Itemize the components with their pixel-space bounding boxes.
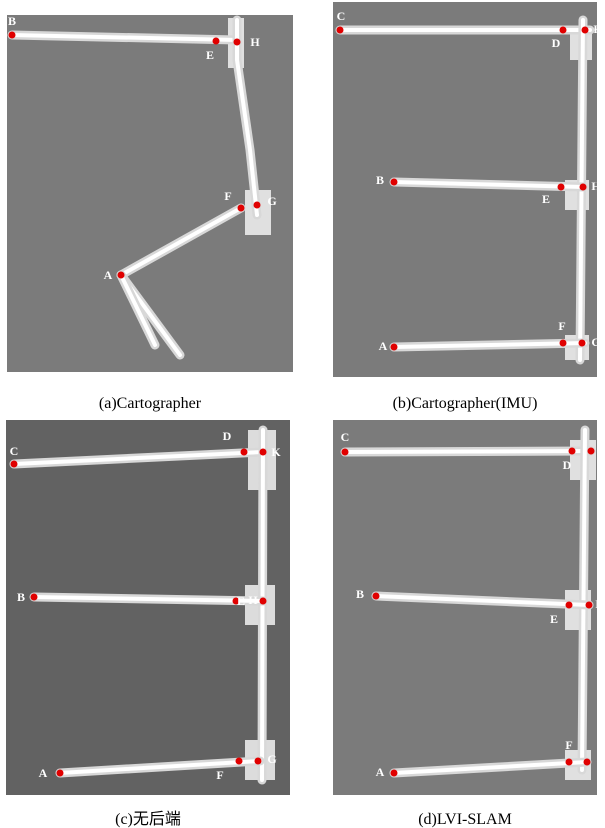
waypoint-label: F (216, 768, 223, 782)
waypoint (236, 758, 243, 765)
waypoint (9, 32, 16, 39)
waypoint-label: D (552, 36, 561, 50)
waypoint-label: E (542, 192, 550, 206)
waypoint-label: H (248, 593, 258, 607)
waypoint (342, 449, 349, 456)
waypoint-label: D (563, 458, 572, 472)
waypoint-label: K (271, 445, 281, 459)
waypoint (584, 759, 591, 766)
corridor-core (345, 451, 591, 452)
waypoint (337, 27, 344, 34)
figure: (a)Cartographer (b)Cartographer(IMU) (c)… (0, 0, 605, 828)
waypoint (254, 202, 261, 209)
caption: (a)Cartographer (99, 395, 202, 412)
waypoint-label: I (602, 443, 605, 457)
waypoint (560, 340, 567, 347)
waypoint-label: C (337, 9, 346, 23)
waypoint-label: A (379, 339, 388, 353)
waypoint (11, 461, 18, 468)
waypoint-label: G (596, 754, 605, 768)
waypoint (579, 340, 586, 347)
waypoint-label: G (591, 335, 600, 349)
waypoint (31, 594, 38, 601)
waypoint-label: C (10, 444, 19, 458)
waypoint (586, 602, 593, 609)
waypoint-label: F (224, 189, 231, 203)
waypoint (373, 593, 380, 600)
caption: (b)Cartographer(IMU) (393, 395, 538, 412)
waypoint-label: G (267, 194, 276, 208)
waypoint-label: E (237, 594, 245, 608)
waypoint-label: B (376, 173, 384, 187)
waypoint-label: E (550, 612, 558, 626)
caption: (c)无后端 (115, 810, 181, 828)
waypoint-label: H (250, 35, 260, 49)
waypoint-label: A (39, 766, 48, 780)
waypoint (260, 449, 267, 456)
waypoint (238, 205, 245, 212)
waypoint (391, 344, 398, 351)
waypoint (118, 272, 125, 279)
caption: (d)LVI-SLAM (418, 811, 512, 828)
waypoint-label: B (17, 590, 25, 604)
waypoint (588, 448, 595, 455)
waypoint (213, 38, 220, 45)
waypoint-label: E (206, 48, 214, 62)
waypoint-label: K (593, 22, 603, 36)
waypoint (255, 758, 262, 765)
waypoint (391, 770, 398, 777)
waypoint-label: B (356, 587, 364, 601)
waypoint (582, 27, 589, 34)
waypoint-label: A (104, 268, 113, 282)
waypoint-label: H (595, 597, 605, 611)
waypoint-label: F (558, 319, 565, 333)
waypoint (260, 598, 267, 605)
waypoint-label: G (267, 752, 276, 766)
waypoint-label: H (591, 179, 601, 193)
waypoint (560, 27, 567, 34)
waypoint (566, 759, 573, 766)
waypoint (57, 770, 64, 777)
waypoint (566, 602, 573, 609)
waypoint (558, 184, 565, 191)
waypoint-label: B (8, 14, 16, 28)
waypoint-label: C (341, 430, 350, 444)
waypoint-label: D (223, 429, 232, 443)
waypoint (580, 184, 587, 191)
waypoint (391, 179, 398, 186)
waypoint (241, 449, 248, 456)
waypoint (569, 448, 576, 455)
waypoint (234, 39, 241, 46)
waypoint-label: A (376, 765, 385, 779)
waypoint-label: F (565, 738, 572, 752)
